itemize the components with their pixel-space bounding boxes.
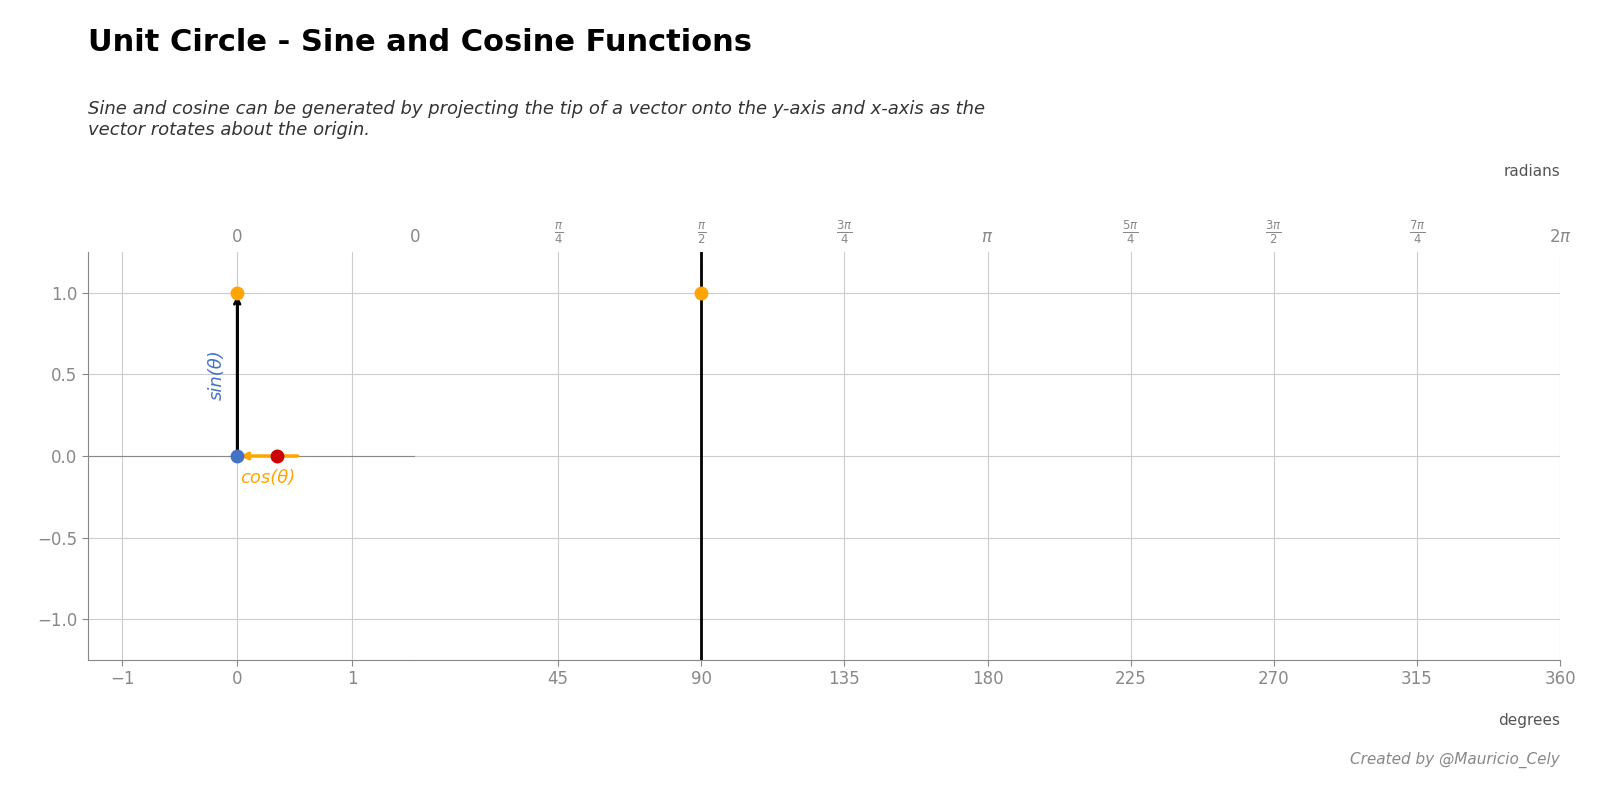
Text: radians: radians: [1504, 163, 1560, 178]
Text: cos(θ): cos(θ): [240, 469, 296, 487]
Text: Created by @Mauricio_Cely: Created by @Mauricio_Cely: [1350, 752, 1560, 768]
Text: degrees: degrees: [1498, 713, 1560, 728]
Text: Sine and cosine can be generated by projecting the tip of a vector onto the y-ax: Sine and cosine can be generated by proj…: [88, 100, 986, 138]
Text: sin(θ): sin(θ): [208, 349, 226, 400]
Text: Unit Circle - Sine and Cosine Functions: Unit Circle - Sine and Cosine Functions: [88, 28, 752, 57]
